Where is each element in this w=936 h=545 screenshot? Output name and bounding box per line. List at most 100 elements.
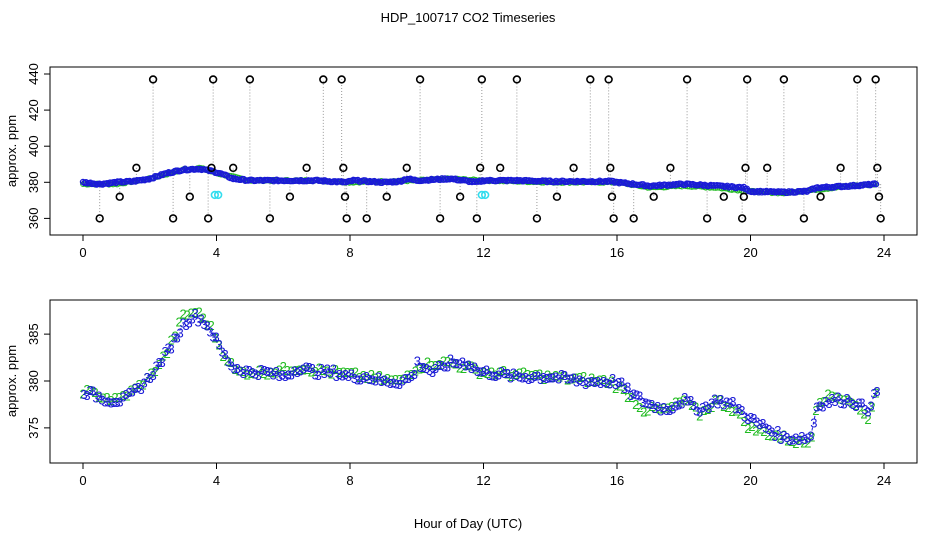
bottom-series-3-label: 3 [825, 396, 832, 411]
bottom-series-2-label: 2 [268, 365, 275, 380]
bottom-series-2-label: 2 [308, 364, 315, 379]
bottom-series-3-label: 3 [738, 403, 745, 418]
bottom-series-3-label: 3 [780, 428, 787, 443]
bottom-series-2-label: 2 [400, 371, 407, 386]
top-main-point [180, 166, 187, 174]
bottom-y-tick-label: 375 [26, 417, 41, 439]
bottom-series-2-label: 2 [184, 308, 191, 323]
top-x-tick-label: 4 [213, 245, 220, 260]
bottom-series-2-label: 2 [360, 368, 367, 383]
bottom-series-3-label: 3 [390, 375, 397, 390]
top-outlier-point [495, 163, 505, 173]
top-outlier-point [339, 163, 348, 173]
bottom-series-2-label: 2 [107, 393, 114, 408]
bottom-series-2-label: 2 [620, 382, 627, 397]
bottom-series-3-label: 3 [714, 396, 721, 411]
top-main-point [348, 177, 356, 185]
bottom-series-2-label: 2 [388, 372, 395, 387]
bottom-series-2-label: 2 [796, 432, 803, 447]
bottom-series-2-label: 2 [508, 369, 515, 384]
bottom-series-2-label: 2 [236, 363, 243, 378]
bottom-series-3-label: 3 [699, 400, 706, 415]
bottom-series-3-label: 3 [219, 344, 226, 359]
bottom-series-3-label: 3 [639, 395, 646, 410]
bottom-series-3-label: 3 [801, 432, 808, 447]
bottom-series-3-label: 3 [651, 401, 658, 416]
bottom-series-2-label: 2 [208, 318, 215, 333]
bottom-series-3-label: 3 [735, 401, 742, 416]
bottom-series-3-label: 3 [498, 364, 505, 379]
top-main-point [872, 181, 880, 188]
top-x-tick-label: 12 [476, 245, 490, 260]
bottom-series-2-label: 2 [760, 424, 767, 439]
bottom-series-2-label: 2 [180, 307, 187, 322]
bottom-series-3-label: 3 [873, 384, 880, 399]
bottom-series-3-label: 3 [603, 376, 610, 391]
bottom-series-3-label: 3 [303, 360, 310, 375]
top-outlier-point [741, 163, 750, 173]
bottom-series-2-label: 2 [652, 401, 659, 416]
bottom-series-3-label: 3 [137, 382, 144, 397]
bottom-series-2-label: 2 [792, 436, 799, 451]
top-outlier-point [629, 214, 638, 223]
bottom-series-3-label: 3 [366, 372, 373, 387]
bottom-series-3-label: 3 [495, 367, 502, 382]
bottom-series-3-label: 3 [615, 375, 622, 390]
bottom-series-2-label: 2 [748, 419, 755, 434]
bottom-series-2-label: 2 [832, 389, 839, 404]
top-main-point [594, 178, 602, 185]
bottom-series-2-label: 2 [492, 367, 499, 382]
bottom-series-3-label: 3 [684, 393, 691, 408]
bottom-series-2-label: 2 [456, 360, 463, 375]
bottom-series-3-label: 3 [630, 387, 637, 402]
bottom-series-3-label: 3 [158, 355, 165, 370]
bottom-series-2-label: 2 [664, 401, 671, 416]
bottom-series-2-label: 2 [556, 370, 563, 385]
bottom-series-3-label: 3 [636, 389, 643, 404]
bottom-y-axis: 375 380 385 [26, 323, 51, 439]
bottom-series-3-label: 3 [243, 362, 250, 377]
bottom-series-3-label: 3 [234, 361, 241, 376]
bottom-series-3-label: 3 [669, 402, 676, 417]
bottom-series-3-label: 3 [414, 353, 421, 368]
bottom-series-2-label: 2 [139, 378, 146, 393]
bottom-series-2-label: 2 [420, 361, 427, 376]
bottom-series-2-label: 2 [808, 430, 815, 445]
bottom-series-2-label: 2 [436, 357, 443, 372]
bottom-series-2-label: 2 [272, 366, 279, 381]
bottom-series-2-label: 2 [380, 373, 387, 388]
bottom-series-2-label: 2 [228, 355, 235, 370]
bottom-series-3-label: 3 [798, 429, 805, 444]
top-outlier-point [816, 192, 825, 201]
bottom-series-3-label: 3 [573, 375, 580, 390]
top-main-point [614, 178, 621, 186]
bottom-series-3-label: 3 [648, 397, 655, 412]
bottom-series-2-label: 2 [440, 353, 447, 368]
top-outlier-point [607, 192, 617, 201]
bottom-series-2-label: 2 [596, 372, 603, 387]
bottom-series-2-label: 2 [852, 398, 859, 413]
bottom-series-2-label: 2 [143, 370, 150, 385]
bottom-series-2-label: 2 [159, 349, 166, 364]
bottom-series-3-label: 3 [98, 392, 105, 407]
top-main-point [656, 181, 663, 188]
bottom-series-3-label: 3 [666, 403, 673, 418]
top-outlier-point [302, 163, 311, 173]
top-outlier-points [95, 75, 885, 223]
bottom-series-2-label: 2 [340, 364, 347, 379]
bottom-series-3-label: 3 [777, 432, 784, 447]
bottom-series-3-label: 3 [594, 374, 601, 389]
bottom-series-2-label: 2 [632, 397, 639, 412]
bottom-series-2-label: 2 [316, 360, 323, 375]
bottom-series-2-label: 2 [336, 365, 343, 380]
bottom-series-2-label: 2 [196, 304, 203, 319]
top-main-point [572, 178, 579, 186]
bottom-series-2-label: 2 [412, 364, 419, 379]
bottom-series-2-label: 2 [288, 364, 295, 379]
bottom-series-3-label: 3 [116, 394, 123, 409]
bottom-series-2-label: 2 [368, 367, 375, 382]
bottom-series-2-label: 2 [468, 358, 475, 373]
bottom-series-2-label: 2 [744, 421, 751, 436]
bottom-series-2-label: 2 [552, 368, 559, 383]
top-main-series-points [79, 165, 880, 197]
